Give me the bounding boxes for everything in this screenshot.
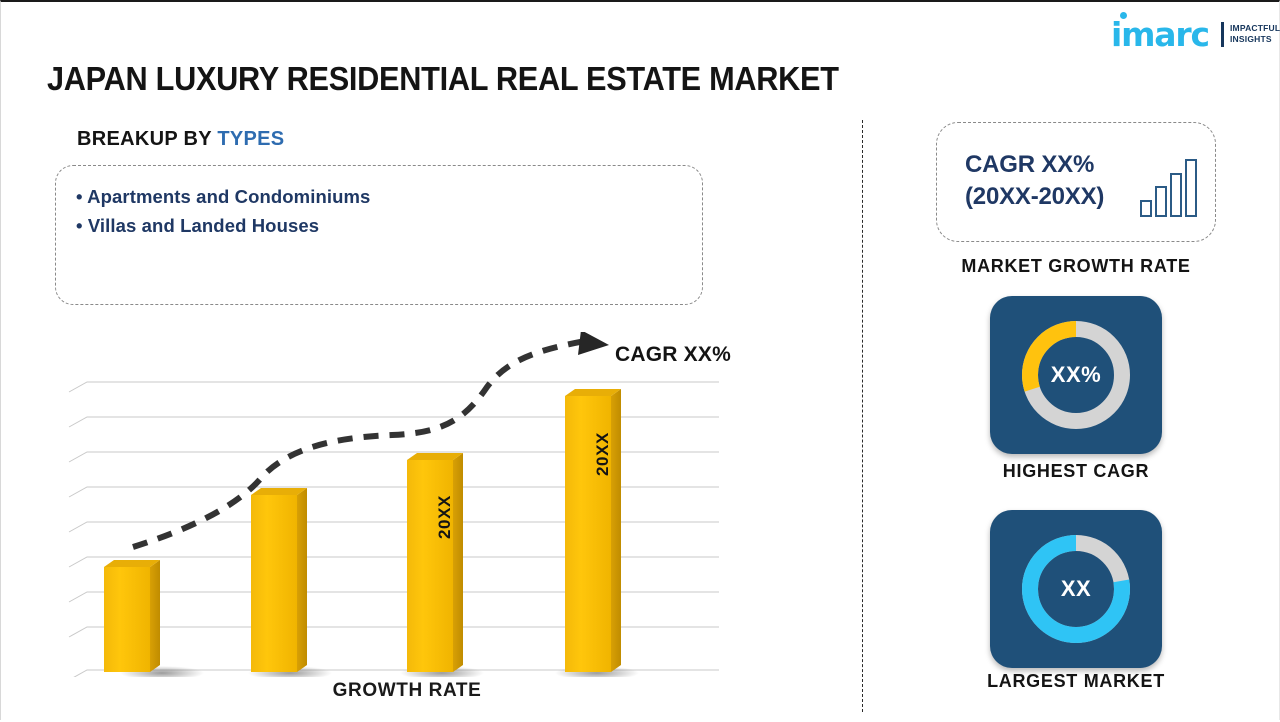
trend-line xyxy=(132,338,586,550)
logo-separator-bar xyxy=(1221,22,1224,47)
bar-2 xyxy=(251,488,307,672)
market-growth-rate-caption: MARKET GROWTH RATE xyxy=(961,256,1191,276)
bar-chart-icon-bar-3 xyxy=(1170,173,1182,217)
chart-gridlines xyxy=(68,381,719,677)
highest-cagr-value: XX% xyxy=(1050,362,1102,387)
largest-market-value: XX xyxy=(1060,576,1092,601)
donut-arc xyxy=(1022,321,1130,429)
bar-4 xyxy=(565,389,621,672)
trend-label: CAGR XX% xyxy=(615,343,731,366)
bar-label-4: 20XX xyxy=(593,432,612,476)
imarc-logo: imarc IMPACTFUL INSIGHTS xyxy=(1111,12,1280,56)
growth-rate-text: CAGR XX% (20XX-20XX) xyxy=(965,149,1104,213)
growth-rate-line1: CAGR XX% xyxy=(965,151,1095,178)
market-growth-rate-card: CAGR XX% (20XX-20XX) xyxy=(936,122,1216,242)
trend-arrowhead xyxy=(578,332,609,355)
bar-3 xyxy=(407,453,463,672)
bar-chart-icon-bar-4 xyxy=(1185,159,1197,217)
bar-chart-icon-bar-1 xyxy=(1140,200,1152,217)
breakup-prefix: BREAKUP BY xyxy=(77,128,218,150)
list-item: Apartments and Condominiums xyxy=(76,182,702,211)
logo-tagline-line1: IMPACTFUL xyxy=(1230,23,1280,33)
bar-chart-icon xyxy=(1140,159,1198,217)
breakup-highlight: TYPES xyxy=(217,128,285,150)
types-list: Apartments and Condominiums Villas and L… xyxy=(56,166,702,240)
bar-chart-icon-bar-2 xyxy=(1155,186,1167,217)
logo-dot-icon xyxy=(1120,12,1127,19)
breakup-heading: BREAKUP BY TYPES xyxy=(77,128,284,151)
logo-tagline: IMPACTFUL INSIGHTS xyxy=(1230,23,1280,45)
chart-canvas xyxy=(68,332,719,677)
growth-rate-line2: (20XX-20XX) xyxy=(965,183,1105,210)
logo-tagline-line2: INSIGHTS xyxy=(1230,34,1272,44)
growth-rate-chart: CAGR XX% 20XX 20XX GROWTH RATE xyxy=(47,332,767,722)
bar-1 xyxy=(104,560,160,672)
largest-market-caption: LARGEST MARKET xyxy=(987,671,1165,691)
bar-label-3: 20XX xyxy=(435,495,454,539)
page-title: JAPAN LUXURY RESIDENTIAL REAL ESTATE MAR… xyxy=(47,60,839,97)
donut-arc xyxy=(1022,535,1130,643)
section-divider xyxy=(862,120,863,712)
largest-market-card: XX xyxy=(990,510,1162,668)
list-item: Villas and Landed Houses xyxy=(76,211,702,240)
chart-x-axis-label: GROWTH RATE xyxy=(332,680,482,701)
highest-cagr-card: XX% xyxy=(990,296,1162,454)
logo-wordmark: imarc xyxy=(1111,15,1210,54)
types-list-box: Apartments and Condominiums Villas and L… xyxy=(55,165,703,305)
highest-cagr-donut xyxy=(1022,321,1130,429)
highest-cagr-caption: HIGHEST CAGR xyxy=(1002,461,1150,481)
largest-market-donut xyxy=(1022,535,1130,643)
